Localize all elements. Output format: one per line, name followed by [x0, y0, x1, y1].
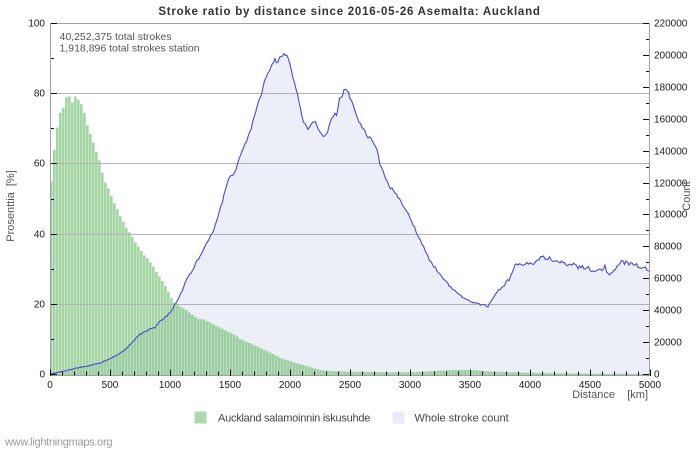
svg-text:500: 500	[102, 380, 119, 391]
svg-text:120000: 120000	[654, 178, 688, 189]
svg-text:3500: 3500	[459, 380, 482, 391]
svg-text:40000: 40000	[654, 305, 682, 316]
svg-text:60000: 60000	[654, 273, 682, 284]
svg-text:20: 20	[34, 299, 46, 310]
svg-text:160000: 160000	[654, 114, 688, 125]
svg-text:Distance [km]: Distance [km]	[572, 389, 648, 401]
svg-text:80000: 80000	[654, 241, 682, 252]
svg-text:2500: 2500	[339, 380, 362, 391]
svg-text:2000: 2000	[279, 380, 302, 391]
svg-text:100: 100	[28, 18, 45, 29]
svg-text:40,252,375 total strokes: 40,252,375 total strokes	[60, 31, 172, 43]
svg-text:0: 0	[654, 369, 660, 380]
svg-text:140000: 140000	[654, 146, 688, 157]
svg-text:Whole stroke count: Whole stroke count	[415, 413, 509, 425]
svg-text:1000: 1000	[159, 380, 182, 391]
svg-text:60: 60	[34, 158, 46, 169]
svg-text:www.lightningmaps.org: www.lightningmaps.org	[4, 437, 112, 449]
svg-text:80: 80	[34, 88, 46, 99]
svg-text:4500: 4500	[579, 380, 602, 391]
svg-text:Auckland salamoinnin iskusuhde: Auckland salamoinnin iskusuhde	[218, 413, 370, 425]
svg-text:3000: 3000	[399, 380, 422, 391]
svg-text:180000: 180000	[654, 82, 688, 93]
svg-text:220000: 220000	[654, 18, 688, 29]
svg-text:Prosenttia [%]: Prosenttia [%]	[5, 170, 17, 242]
svg-text:1500: 1500	[219, 380, 242, 391]
svg-text:4000: 4000	[519, 380, 542, 391]
svg-text:20000: 20000	[654, 337, 682, 348]
svg-text:0: 0	[47, 380, 53, 391]
svg-text:5000: 5000	[639, 380, 662, 391]
svg-text:40: 40	[34, 229, 46, 240]
svg-text:1,918,896 total strokes statio: 1,918,896 total strokes station	[60, 43, 200, 55]
svg-text:Stroke ratio by distance since: Stroke ratio by distance since 2016-05-2…	[158, 6, 540, 18]
svg-text:200000: 200000	[654, 50, 688, 61]
svg-text:0: 0	[39, 369, 45, 380]
svg-text:100000: 100000	[654, 209, 688, 220]
svg-text:Count: Count	[681, 181, 693, 210]
